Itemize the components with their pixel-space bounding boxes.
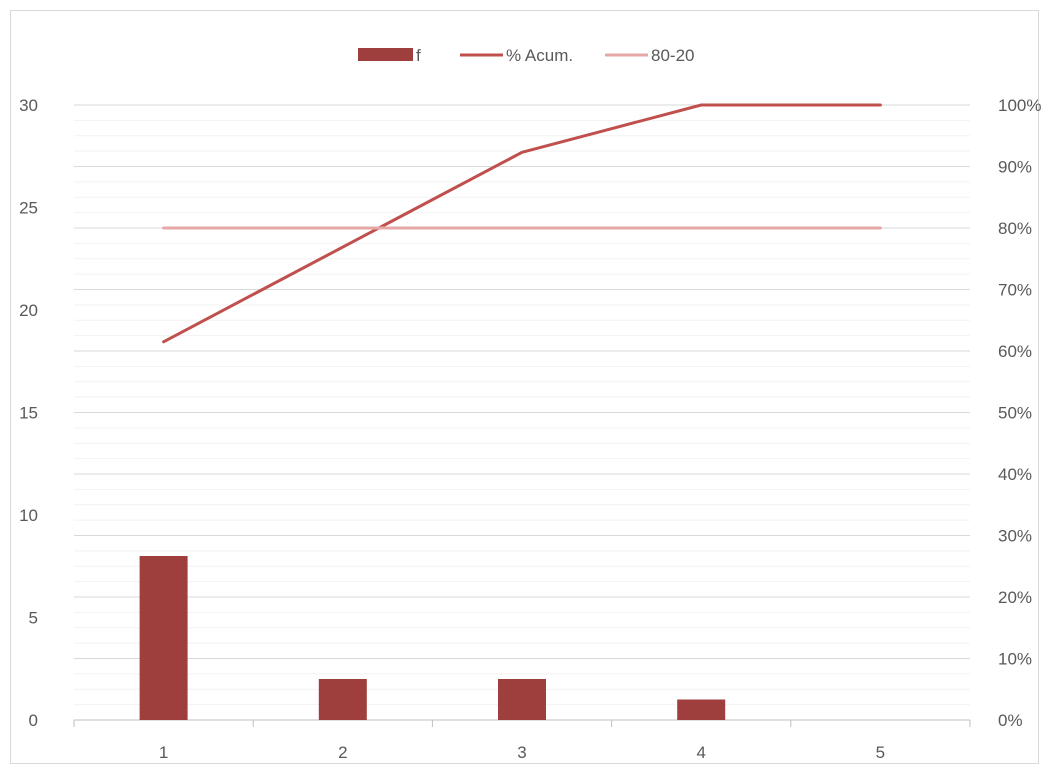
y-right-tick-label: 40%: [998, 465, 1032, 484]
x-tick-label: 1: [159, 743, 168, 762]
legend: f % Acum. 80-20: [358, 46, 694, 65]
y-right-tick-label: 90%: [998, 158, 1032, 177]
legend-item-cumulative: % Acum.: [460, 46, 573, 65]
y-right-tick-label: 60%: [998, 342, 1032, 361]
y-left-tick-label: 25: [19, 199, 38, 218]
legend-swatch-bar: [358, 48, 413, 61]
y-left-tick-label: 10: [19, 506, 38, 525]
x-tick-label: 2: [338, 743, 347, 762]
x-tick-label: 5: [876, 743, 885, 762]
y-left-tick-label: 0: [29, 711, 38, 730]
y-left-tick-label: 5: [29, 609, 38, 628]
x-tick-label: 3: [517, 743, 526, 762]
y-left-tick-label: 20: [19, 301, 38, 320]
y-right-tick-label: 30%: [998, 527, 1032, 546]
legend-item-f: f: [358, 46, 421, 65]
line-series: [162, 103, 882, 344]
tick-labels: 0510152025300%10%20%30%40%50%60%70%80%90…: [19, 96, 1041, 762]
y-right-tick-label: 70%: [998, 281, 1032, 300]
y-right-tick-label: 50%: [998, 404, 1032, 423]
legend-item-80-20: 80-20: [605, 46, 694, 65]
x-tick-label: 4: [696, 743, 705, 762]
bar-1: [139, 556, 188, 720]
bar-4: [677, 699, 726, 720]
cumulative-percent-line: [162, 103, 882, 344]
legend-label: 80-20: [651, 46, 694, 65]
y-right-tick-label: 100%: [998, 96, 1041, 115]
y-right-tick-label: 10%: [998, 650, 1032, 669]
bar-series: [139, 556, 726, 720]
y-right-tick-label: 0%: [998, 711, 1023, 730]
bar-3: [498, 679, 546, 720]
legend-label: f: [416, 46, 421, 65]
y-left-tick-label: 30: [19, 96, 38, 115]
gridlines: [74, 104, 970, 706]
y-right-tick-label: 20%: [998, 588, 1032, 607]
bar-2: [318, 679, 367, 720]
legend-label: % Acum.: [506, 46, 573, 65]
y-right-tick-label: 80%: [998, 219, 1032, 238]
y-left-tick-label: 15: [19, 404, 38, 423]
